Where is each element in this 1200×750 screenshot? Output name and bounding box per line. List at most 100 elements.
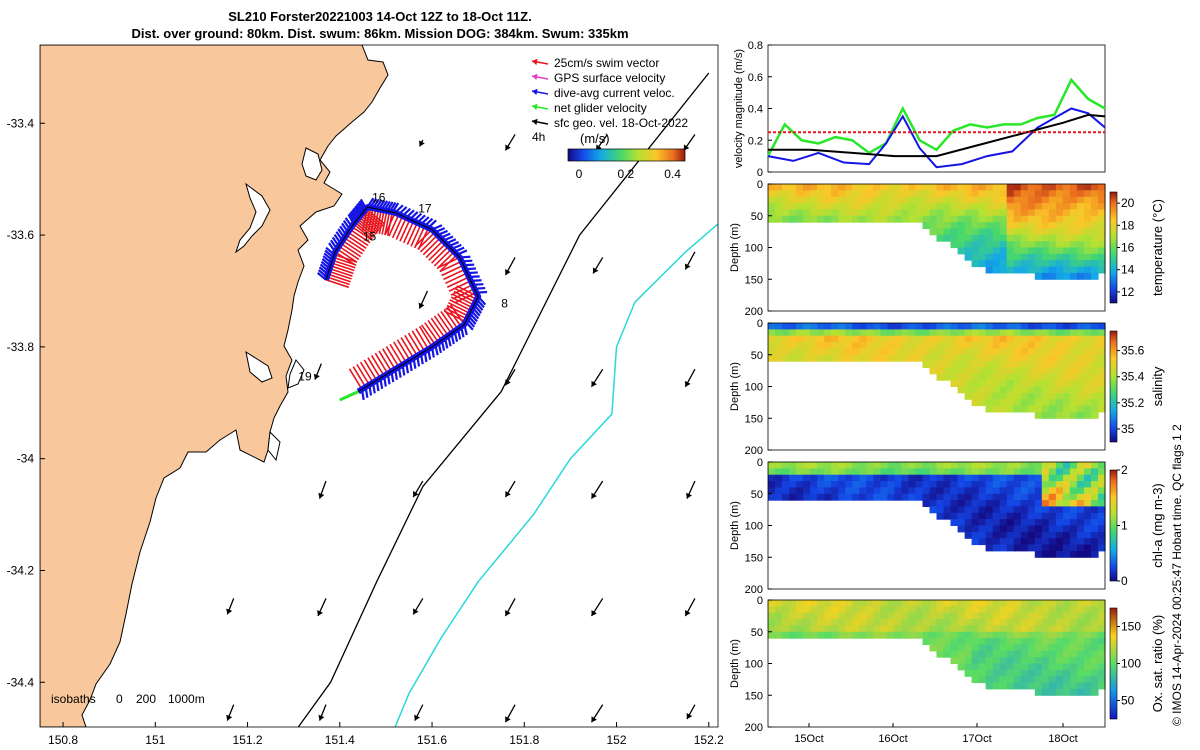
section-cell xyxy=(796,184,804,191)
section-cell xyxy=(1055,625,1064,633)
section-cell xyxy=(1083,644,1092,652)
section-cell xyxy=(1062,682,1071,690)
section-cell xyxy=(992,612,1001,620)
section-cell xyxy=(992,650,1001,658)
swim-vector xyxy=(373,209,380,234)
section-cell xyxy=(929,612,938,620)
section-cell xyxy=(1013,361,1022,368)
section-cell xyxy=(1027,474,1036,482)
section-cell xyxy=(1020,487,1029,495)
section-cell xyxy=(985,196,994,204)
section-cell xyxy=(1091,399,1099,407)
section-cell xyxy=(1034,631,1043,639)
section-cell xyxy=(1083,241,1092,249)
section-cell xyxy=(1055,209,1064,217)
section-cell xyxy=(1041,411,1050,419)
section-cell xyxy=(1076,619,1085,626)
section-cell xyxy=(789,487,797,495)
section-cell xyxy=(1034,676,1043,684)
section-cell xyxy=(957,462,966,469)
section-cell xyxy=(796,215,804,223)
section-cell xyxy=(1013,354,1022,362)
section-cell xyxy=(845,196,853,204)
section-cell xyxy=(929,222,938,229)
section-cell xyxy=(1083,329,1092,337)
section-cell xyxy=(985,650,994,658)
section-cell xyxy=(1083,657,1092,664)
section-cell xyxy=(1041,550,1050,558)
section-cell xyxy=(1098,493,1106,501)
section-cell xyxy=(866,329,874,337)
section-cell xyxy=(1034,247,1043,255)
section-cell xyxy=(1091,688,1099,696)
geo-velocity-arrow xyxy=(412,480,424,498)
section-cell xyxy=(1062,367,1071,375)
section-cell xyxy=(817,474,825,482)
section-cell xyxy=(1006,481,1015,488)
section-cell xyxy=(1034,373,1043,381)
section-cell xyxy=(1048,411,1057,419)
section-cell xyxy=(1062,373,1071,381)
section-cell xyxy=(1006,348,1015,356)
section-cell xyxy=(1006,253,1015,261)
section-cell xyxy=(838,203,846,210)
section-cell xyxy=(908,184,916,191)
section-cell xyxy=(1098,462,1106,469)
section-cell xyxy=(1013,506,1022,514)
section-cell xyxy=(985,669,994,677)
section-cell xyxy=(1083,468,1092,476)
section-cell xyxy=(1034,500,1043,507)
section-cell xyxy=(1069,342,1078,349)
section-cell xyxy=(859,348,867,356)
section-cell xyxy=(901,481,909,488)
section-cell xyxy=(803,215,811,223)
section-cell xyxy=(971,184,980,191)
section-cell xyxy=(943,215,952,223)
section-cell xyxy=(1076,606,1085,614)
section-cell xyxy=(1048,203,1057,210)
section-cell xyxy=(999,196,1008,204)
section-cell xyxy=(1055,682,1064,690)
section-cell xyxy=(985,361,994,368)
section-cell xyxy=(1083,361,1092,368)
section-cell xyxy=(992,241,1001,249)
section-cell xyxy=(1041,619,1050,626)
geo-velocity-arrow-head xyxy=(226,714,233,721)
section-cell xyxy=(1069,481,1078,488)
section-cell xyxy=(929,606,938,614)
section-cell xyxy=(971,481,980,488)
section-cell xyxy=(838,474,846,482)
legend-swatch-head xyxy=(532,118,538,126)
section-cell xyxy=(922,348,931,356)
section-cell xyxy=(1034,386,1043,394)
section-cell xyxy=(845,487,853,495)
section-cell xyxy=(1062,342,1071,349)
section-cell xyxy=(929,329,938,337)
section-cell xyxy=(1076,644,1085,652)
section-cell xyxy=(887,468,895,476)
section-cell xyxy=(936,638,945,645)
section-cell xyxy=(1034,228,1043,236)
section-cell xyxy=(1083,196,1092,204)
section-cell xyxy=(1013,669,1022,677)
section-cell xyxy=(1013,663,1022,671)
section-cell xyxy=(1020,462,1029,469)
section-cell xyxy=(957,386,966,394)
section-cell xyxy=(789,619,797,626)
section-cell xyxy=(1083,184,1092,191)
swim-vector xyxy=(450,284,473,296)
section-cell xyxy=(985,354,994,362)
section-cell xyxy=(971,512,980,520)
legend-swatch-head xyxy=(532,73,538,81)
section-cell xyxy=(1083,512,1092,520)
section-cell xyxy=(985,462,994,469)
section-cell xyxy=(978,228,987,236)
section-cell xyxy=(1076,399,1085,407)
section-cell xyxy=(999,361,1008,368)
section-cell xyxy=(789,468,797,476)
section-cell xyxy=(873,606,881,614)
section-cell xyxy=(845,335,853,343)
section-cell xyxy=(866,612,874,620)
geo-velocity-arrow-head xyxy=(505,379,511,386)
section-cell xyxy=(1076,241,1085,249)
